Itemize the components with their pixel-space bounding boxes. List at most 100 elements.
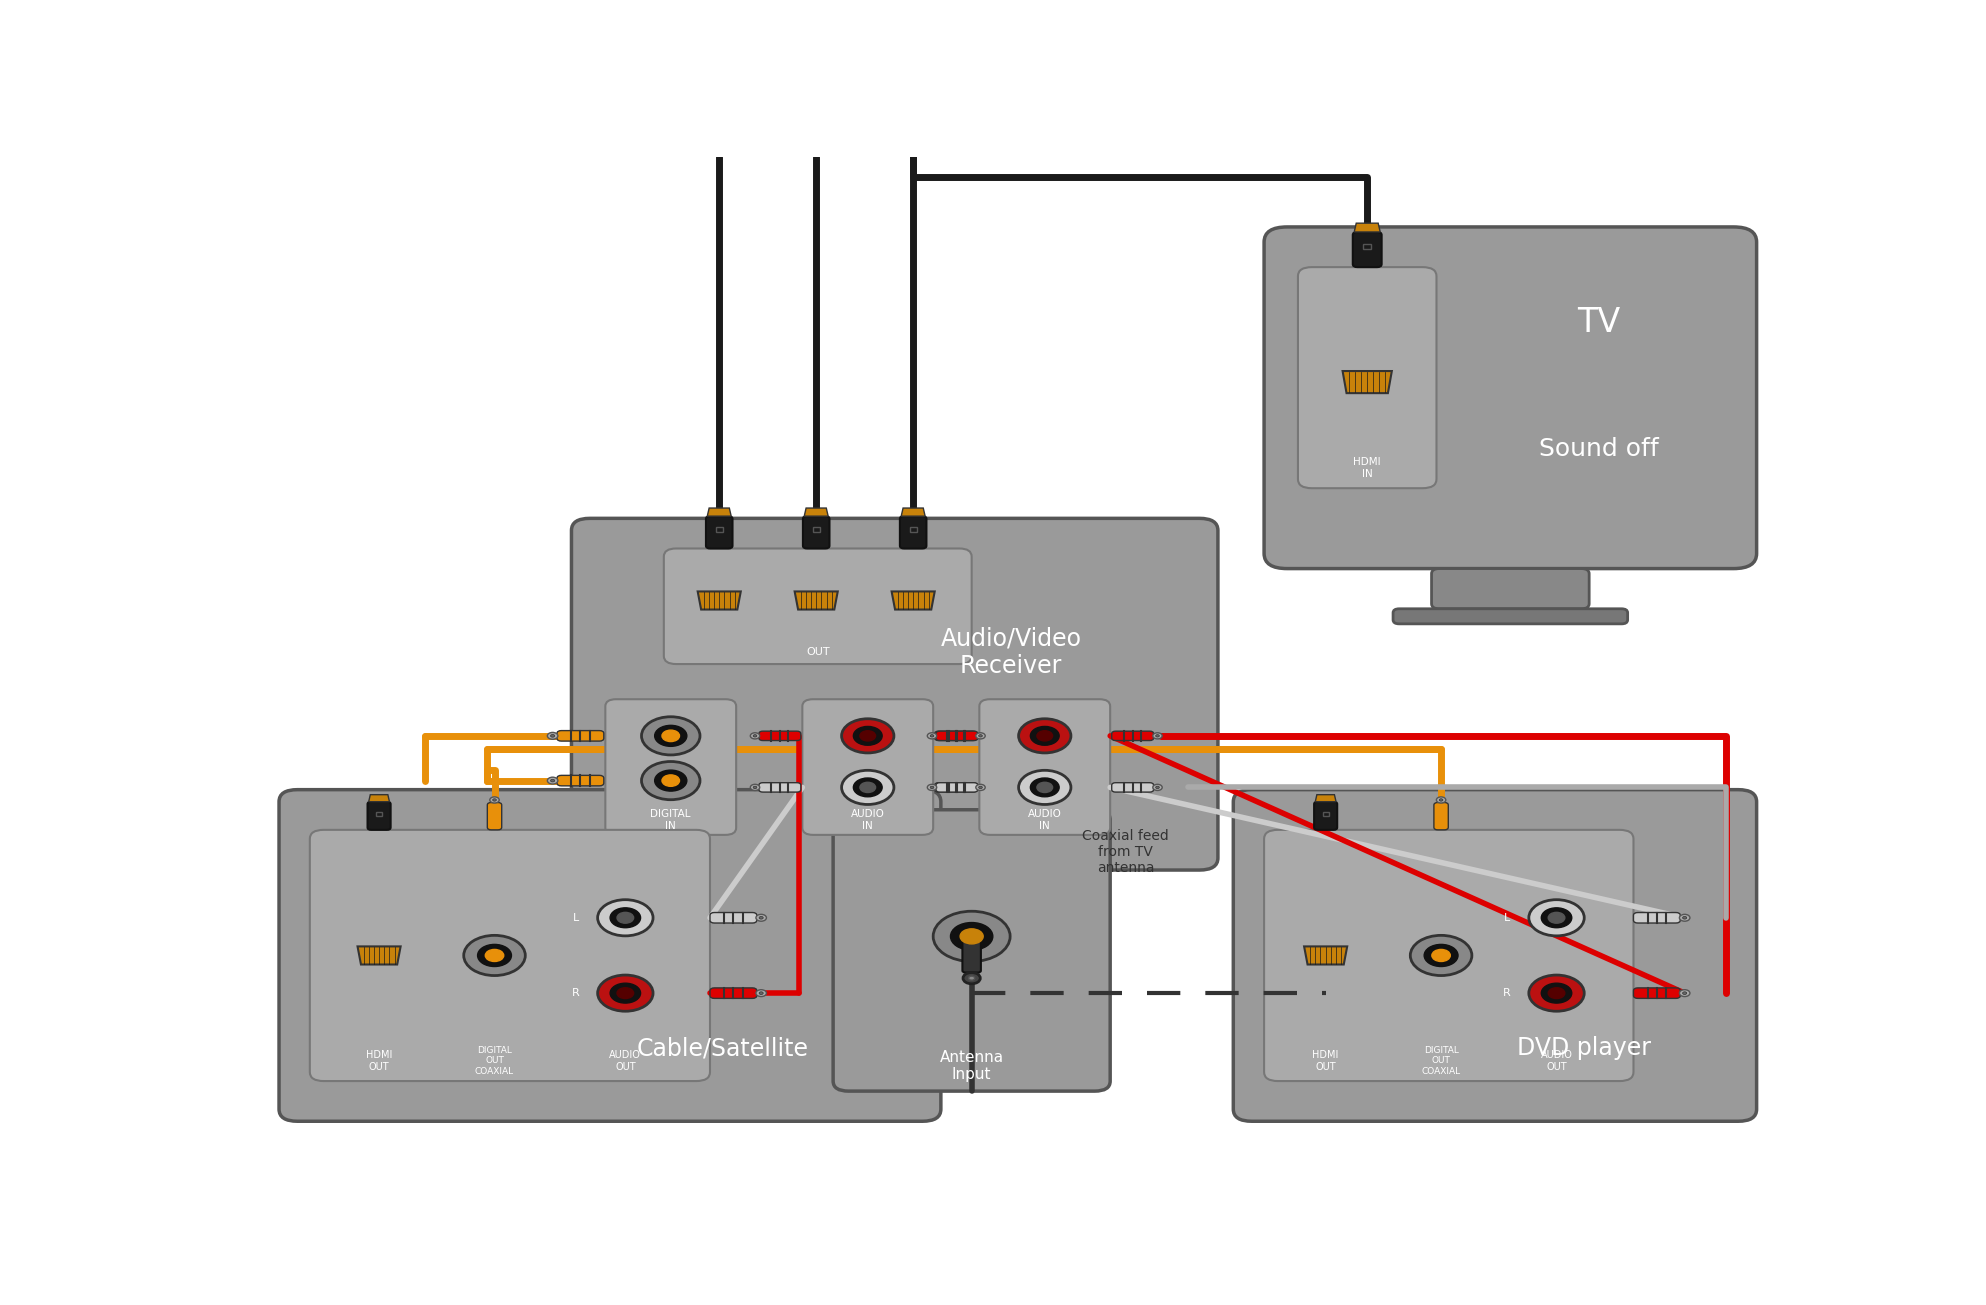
Polygon shape [697, 591, 741, 609]
Text: R: R [572, 988, 580, 998]
Circle shape [963, 972, 981, 984]
Circle shape [1541, 908, 1571, 928]
Circle shape [1156, 735, 1160, 737]
Circle shape [860, 731, 876, 741]
Circle shape [929, 786, 933, 788]
Circle shape [751, 733, 761, 739]
Polygon shape [1315, 795, 1337, 801]
Circle shape [757, 915, 767, 921]
Circle shape [854, 778, 882, 797]
Circle shape [753, 735, 757, 737]
FancyBboxPatch shape [1315, 801, 1337, 830]
Circle shape [661, 775, 679, 787]
Circle shape [927, 784, 937, 791]
Circle shape [1529, 899, 1585, 936]
FancyBboxPatch shape [487, 803, 502, 830]
Text: HDMI
OUT: HDMI OUT [1313, 1051, 1339, 1071]
Circle shape [1410, 936, 1472, 976]
Circle shape [463, 936, 524, 976]
Circle shape [1432, 950, 1450, 962]
Polygon shape [794, 591, 838, 609]
FancyBboxPatch shape [572, 518, 1217, 870]
Text: DIGITAL
OUT
COAXIAL: DIGITAL OUT COAXIAL [1422, 1047, 1460, 1075]
Text: DIGITAL
OUT
COAXIAL: DIGITAL OUT COAXIAL [475, 1047, 514, 1075]
Bar [375, 812, 381, 816]
Circle shape [854, 727, 882, 745]
FancyBboxPatch shape [367, 801, 391, 830]
Text: Cable/Satellite: Cable/Satellite [636, 1036, 808, 1060]
Circle shape [759, 916, 763, 919]
Bar [1362, 244, 1370, 249]
Circle shape [610, 908, 641, 928]
Circle shape [757, 989, 767, 997]
Text: R: R [1503, 988, 1511, 998]
Bar [812, 527, 820, 532]
Circle shape [1682, 992, 1686, 994]
Circle shape [1529, 975, 1585, 1011]
FancyBboxPatch shape [1392, 608, 1629, 624]
Text: HDMI
IN: HDMI IN [1352, 457, 1380, 479]
Text: Sound off: Sound off [1539, 437, 1658, 461]
Circle shape [1031, 727, 1059, 745]
Text: HDMI
OUT: HDMI OUT [365, 1051, 393, 1071]
Circle shape [1019, 770, 1070, 804]
Text: AUDIO
OUT: AUDIO OUT [610, 1051, 641, 1071]
FancyBboxPatch shape [310, 830, 711, 1081]
FancyBboxPatch shape [1434, 803, 1448, 830]
Circle shape [550, 779, 554, 782]
Circle shape [1152, 733, 1162, 739]
Circle shape [1424, 945, 1458, 967]
FancyBboxPatch shape [1432, 569, 1589, 608]
Circle shape [842, 770, 894, 804]
Circle shape [929, 735, 933, 737]
FancyBboxPatch shape [711, 988, 757, 998]
Polygon shape [1354, 223, 1380, 232]
Polygon shape [804, 508, 828, 517]
Circle shape [753, 786, 757, 788]
Circle shape [1440, 799, 1444, 801]
Circle shape [548, 732, 558, 739]
Text: TV: TV [1577, 307, 1621, 339]
Bar [1323, 812, 1329, 816]
Polygon shape [892, 591, 935, 609]
FancyBboxPatch shape [556, 775, 604, 786]
Circle shape [655, 770, 687, 791]
FancyBboxPatch shape [1632, 988, 1680, 998]
Polygon shape [1343, 371, 1392, 393]
Circle shape [979, 735, 983, 737]
Circle shape [751, 784, 761, 791]
FancyBboxPatch shape [935, 783, 977, 792]
Circle shape [1019, 719, 1070, 753]
Polygon shape [1305, 946, 1347, 964]
Text: AUDIO
OUT: AUDIO OUT [1541, 1051, 1573, 1071]
Circle shape [1031, 778, 1059, 797]
Text: L: L [1503, 912, 1511, 923]
Circle shape [1680, 915, 1690, 921]
Circle shape [655, 726, 687, 746]
FancyBboxPatch shape [705, 517, 733, 548]
FancyBboxPatch shape [663, 548, 971, 664]
FancyBboxPatch shape [1632, 912, 1680, 923]
FancyBboxPatch shape [963, 937, 981, 972]
FancyBboxPatch shape [606, 699, 737, 835]
Circle shape [548, 778, 558, 784]
FancyBboxPatch shape [935, 731, 977, 740]
Circle shape [1541, 983, 1571, 1004]
Polygon shape [707, 508, 731, 517]
Circle shape [1156, 786, 1160, 788]
Circle shape [618, 912, 634, 923]
FancyBboxPatch shape [935, 783, 977, 792]
Text: Antenna
Input: Antenna Input [939, 1049, 1003, 1082]
Text: DIGITAL
IN: DIGITAL IN [651, 809, 691, 830]
Circle shape [598, 899, 653, 936]
Circle shape [759, 992, 763, 994]
FancyBboxPatch shape [711, 912, 757, 923]
Polygon shape [902, 508, 925, 517]
Circle shape [951, 923, 993, 950]
Circle shape [1682, 916, 1686, 919]
Circle shape [1549, 912, 1565, 923]
Text: DVD player: DVD player [1517, 1036, 1650, 1060]
FancyBboxPatch shape [556, 731, 604, 741]
Circle shape [975, 733, 985, 739]
Text: OUT: OUT [806, 647, 830, 656]
